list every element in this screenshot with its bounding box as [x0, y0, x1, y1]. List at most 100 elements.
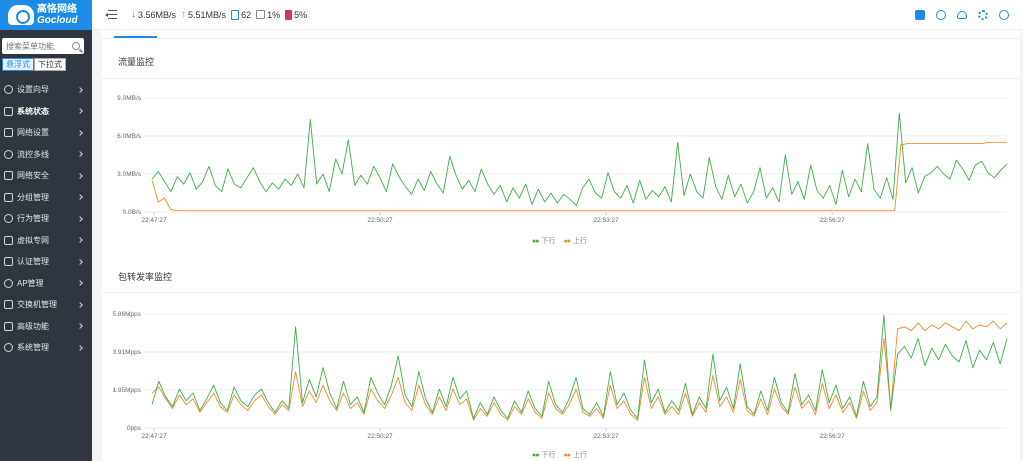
legend-download-marker: ●●	[532, 237, 540, 245]
mode-floating-button[interactable]: 悬浮式	[2, 58, 34, 71]
packet-panel-title: 包转发率监控	[118, 272, 173, 282]
shirt-icon[interactable]	[915, 9, 925, 20]
vpn-icon	[4, 235, 13, 245]
legend-upload[interactable]: ●● 上行	[563, 451, 587, 460]
legend-download-marker: ●●	[532, 451, 540, 459]
traffic-chart: 9.0MB/s 6.0MB/s 3.0MB/s 0.0B/s 22:47:27 22:50…	[102, 86, 1020, 236]
wizard-icon	[4, 85, 13, 95]
chevron-right-icon	[77, 215, 83, 222]
logo-cn-text: 高恪网络	[37, 4, 77, 15]
packet-xtick-label: 22:53:27	[593, 433, 619, 440]
download-arrow-icon: ↓	[131, 9, 136, 20]
active-tab-indicator	[114, 36, 157, 38]
traffic-xtick-label: 22:56:27	[819, 217, 845, 224]
sidebar-item-label: 虚拟专网	[17, 235, 49, 245]
legend-upload-marker: ●●	[563, 237, 571, 245]
legend-download[interactable]: ●● 下行	[532, 237, 556, 246]
traffic-legend: ●● 下行 ●● 上行	[532, 236, 595, 246]
switch-icon	[4, 300, 13, 310]
menu-search-input[interactable]	[6, 41, 66, 51]
sidebar-item-label: 流控多线	[17, 149, 49, 159]
advanced-icon	[4, 321, 13, 331]
sidebar: 高恪网络 Gocloud 悬浮式 下拉式 设置向导系统状态网络设置流控多线网络安…	[0, 0, 92, 461]
sidebar-item-5[interactable]: 分组管理	[0, 187, 92, 209]
sidebar-item-4[interactable]: 网络安全	[0, 165, 92, 187]
device-count[interactable]: 62	[231, 9, 252, 20]
chevron-right-icon	[77, 172, 83, 179]
cloud-icon[interactable]	[957, 10, 967, 19]
packet-xtick-label: 22:50:27	[367, 433, 393, 440]
chevron-right-icon	[77, 129, 83, 136]
behavior-icon	[4, 214, 13, 224]
phone-icon	[231, 9, 240, 20]
packet-xtick-label: 22:47:27	[141, 433, 167, 440]
chevron-right-icon	[77, 258, 83, 265]
traffic-ytick-label: 9.0MB/s	[117, 95, 142, 102]
sidebar-item-11[interactable]: 高级功能	[0, 316, 92, 338]
globe-icon[interactable]	[936, 9, 946, 20]
packet-ytick-label: 0pps	[127, 425, 142, 432]
mode-dropdown-button[interactable]: 下拉式	[34, 58, 66, 71]
traffic-ytick-label: 3.0MB/s	[117, 171, 142, 178]
traffic-series-download-line	[151, 112, 1008, 207]
monitor-icon	[4, 128, 13, 138]
sidebar-item-label: 高级功能	[17, 321, 49, 331]
memory-icon	[285, 9, 293, 20]
traffic-xtick-label: 22:53:27	[593, 217, 619, 224]
traffic-ytick-label: 0.0B/s	[123, 209, 142, 216]
main-content: 流量监控 9.0MB/s 6.0MB/s 3.0MB/s 0.0B/s 22:47:27…	[102, 30, 1020, 461]
topbar-actions	[904, 9, 1009, 20]
chevron-right-icon	[77, 86, 83, 93]
chevron-right-icon	[77, 280, 83, 287]
sidebar-menu: 设置向导系统状态网络设置流控多线网络安全分组管理行为管理虚拟专网认证管理 AP管理…	[0, 79, 92, 359]
legend-download[interactable]: ●● 下行	[532, 451, 556, 460]
sidebar-item-0[interactable]: 设置向导	[0, 79, 92, 101]
sidebar-item-3[interactable]: 流控多线	[0, 144, 92, 166]
traffic-xtick-label: 22:50:27	[367, 217, 393, 224]
cloud-logo-icon	[8, 5, 34, 25]
packet-legend: ●● 下行 ●● 上行	[532, 450, 595, 460]
packet-ytick-label: 1.95Mpps	[112, 387, 141, 394]
sidebar-item-label: 分组管理	[17, 192, 49, 202]
packet-ytick-label: 5.86Mpps	[112, 311, 141, 318]
chevron-right-icon	[77, 151, 83, 158]
traffic-ytick-label: 6.0MB/s	[117, 133, 142, 140]
sidebar-item-label: 网络安全	[17, 171, 49, 181]
logo[interactable]: 高恪网络 Gocloud	[0, 0, 92, 30]
traffic-panel-title: 流量监控	[118, 57, 155, 67]
search-icon[interactable]	[72, 42, 80, 50]
upload-value: 5.51MB/s	[188, 9, 227, 20]
chevron-right-icon	[77, 237, 83, 244]
device-count-value: 62	[241, 9, 252, 20]
sidebar-item-9[interactable]: AP管理	[0, 273, 92, 295]
upload-arrow-icon: ↑	[181, 9, 187, 20]
sidebar-item-1[interactable]: 系统状态	[0, 101, 92, 123]
sidebar-item-2[interactable]: 网络设置	[0, 122, 92, 144]
download-value: 3.56MB/s	[138, 9, 177, 20]
settings-icon[interactable]	[999, 9, 1009, 20]
sidebar-item-12[interactable]: 系统管理	[0, 337, 92, 359]
sidebar-item-label: 网络设置	[17, 128, 49, 138]
system-gear-icon	[4, 343, 13, 353]
flow-icon	[4, 149, 13, 159]
sidebar-item-label: 设置向导	[17, 85, 49, 95]
packet-series-upload-line	[151, 320, 1008, 421]
topbar: ↓ 3.56MB/s ↑ 5.51MB/s 62 1% 5%	[92, 0, 1023, 30]
memory-usage: 5%	[285, 9, 308, 20]
collapse-menu-icon[interactable]	[105, 9, 117, 20]
group-icon	[4, 192, 13, 202]
chevron-right-icon	[77, 194, 83, 201]
sidebar-item-label: 系统管理	[17, 343, 49, 353]
chevron-right-icon	[77, 108, 83, 115]
legend-upload[interactable]: ●● 上行	[563, 237, 587, 246]
sidebar-item-10[interactable]: 交换机管理	[0, 294, 92, 316]
sidebar-item-8[interactable]: 认证管理	[0, 251, 92, 273]
memory-value: 5%	[294, 9, 308, 20]
gear-icon[interactable]	[978, 9, 988, 20]
sidebar-item-6[interactable]: 行为管理	[0, 208, 92, 230]
chevron-right-icon	[77, 301, 83, 308]
sidebar-item-label: 交换机管理	[17, 300, 57, 310]
sidebar-item-7[interactable]: 虚拟专网	[0, 230, 92, 252]
traffic-chart-svg: 9.0MB/s 6.0MB/s 3.0MB/s 0.0B/s22:47:27 22:50…	[117, 95, 1008, 224]
